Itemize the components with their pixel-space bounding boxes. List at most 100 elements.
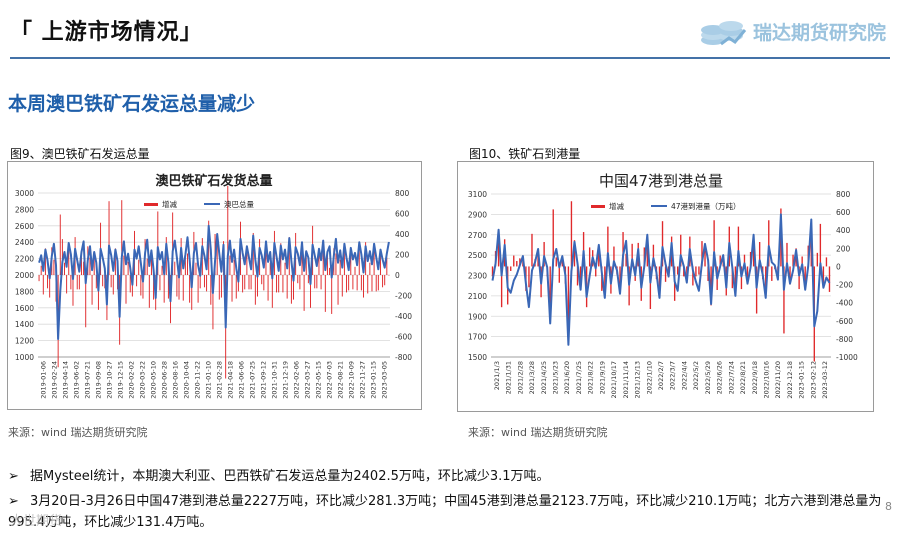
bar <box>746 266 749 285</box>
y-left-tick-label: 2500 <box>468 251 487 260</box>
x-tick-label: 2022/11/20 <box>774 361 782 398</box>
bar <box>305 250 307 275</box>
bar <box>307 275 309 284</box>
bar <box>174 261 176 275</box>
bar <box>558 266 560 283</box>
x-tick-label: 2022-02-06 <box>293 361 301 399</box>
bar <box>348 275 350 291</box>
y-right-tick-label: -800 <box>836 335 853 344</box>
bar <box>318 253 320 275</box>
bar <box>203 275 205 288</box>
bar <box>66 275 68 294</box>
bar <box>95 275 97 289</box>
bar <box>182 275 184 301</box>
chart-left: 1000120014001600180020002200240026002800… <box>15 173 412 399</box>
bar <box>375 275 377 292</box>
bar <box>573 240 576 267</box>
x-tick-label: 2021/12/13 <box>634 361 642 398</box>
x-tick-label: 2022-10-09 <box>348 361 356 399</box>
x-tick-label: 2022/8/21 <box>739 361 747 394</box>
x-tick-label: 2023-01-15 <box>798 361 806 399</box>
bar <box>331 275 333 314</box>
y-left-tick-label: 1200 <box>15 337 34 346</box>
chart-right: 1500 1700 1900 2100 2300 2500 2700 2900 3100 -100… <box>468 172 858 399</box>
x-tick-label: 2022/4/4 <box>680 361 688 390</box>
bar <box>140 275 142 296</box>
watermark: 大世期货 <box>10 514 63 529</box>
y-left-tick-label: 1700 <box>468 333 487 342</box>
bar <box>343 245 345 275</box>
x-tick-label: 2022/9/18 <box>751 361 759 394</box>
bar <box>500 266 503 308</box>
bar <box>161 265 163 275</box>
y-left-tick-label: 2800 <box>15 205 34 214</box>
bar <box>631 243 633 267</box>
bar <box>197 275 199 303</box>
bar <box>227 185 229 275</box>
y-left-tick-label: 2400 <box>15 238 34 247</box>
chart-title: 中国47港到港总量 <box>599 172 723 190</box>
bar <box>789 266 791 285</box>
bar <box>85 275 87 328</box>
x-tick-label: 2021-02-28 <box>216 361 224 399</box>
bullet-arrow-icon: ➢ <box>8 469 19 484</box>
bar <box>382 275 384 288</box>
bar <box>206 275 208 292</box>
x-tick-label: 2021-06-06 <box>238 361 246 399</box>
bar <box>261 275 263 285</box>
bar <box>604 266 606 290</box>
bar <box>97 275 99 310</box>
bar <box>278 275 280 293</box>
page-header-title: 「 上游市场情况」 <box>10 20 203 45</box>
bar <box>388 275 390 276</box>
legend-label: 47港到港量（万吨） <box>671 201 741 211</box>
x-tick-label: 2019-09-08 <box>95 361 103 399</box>
bar <box>297 275 299 284</box>
logo: 瑞达期货研究院 <box>699 14 886 48</box>
bar <box>59 214 61 275</box>
bar <box>567 266 570 329</box>
page-number: 8 <box>885 500 892 513</box>
bar <box>737 226 740 267</box>
bar <box>710 266 712 306</box>
x-tick-label: 2022-07-03 <box>326 361 334 399</box>
bar <box>719 255 721 267</box>
y-left-tick-label: 2000 <box>15 271 34 280</box>
bar <box>216 242 218 275</box>
legend-swatch-bar <box>591 205 605 208</box>
bullet-item: ➢ 3月20日-3月26日中国47港到港总量2227万吨，环比减少281.3万吨；… <box>8 491 888 533</box>
bar <box>384 275 386 286</box>
bar <box>148 275 150 308</box>
bar <box>269 262 271 275</box>
y-left-tick-label: 2300 <box>468 272 487 281</box>
bar <box>570 201 573 267</box>
x-tick-label: 2021-12-19 <box>282 361 290 399</box>
x-tick-label: 2022/3/7 <box>669 361 677 390</box>
bar <box>765 266 767 288</box>
x-tick-label: 2021-07-25 <box>249 361 257 399</box>
bar <box>588 247 591 267</box>
x-tick-label: 2022/7/24 <box>727 361 735 394</box>
bar <box>244 275 246 290</box>
bar <box>646 238 649 267</box>
bar <box>661 221 664 267</box>
bar <box>367 275 369 294</box>
bar <box>231 275 233 302</box>
x-tick-label: 2021/6/20 <box>563 361 571 394</box>
x-tick-label: 2021-10-31 <box>271 361 279 399</box>
x-tick-label: 2020-05-10 <box>150 361 158 399</box>
bar <box>320 275 322 290</box>
bar <box>310 275 311 308</box>
y-right-tick-label: 200 <box>836 244 851 253</box>
bar <box>625 253 627 267</box>
bar <box>167 275 169 299</box>
x-tick-label: 2020-06-28 <box>161 361 169 399</box>
bar <box>108 201 110 275</box>
bar <box>233 259 235 275</box>
bar <box>358 246 360 275</box>
bar <box>537 254 539 267</box>
bar <box>267 275 269 301</box>
y-right-tick-label: 400 <box>836 226 851 235</box>
bar <box>265 242 267 275</box>
bar <box>40 265 42 275</box>
